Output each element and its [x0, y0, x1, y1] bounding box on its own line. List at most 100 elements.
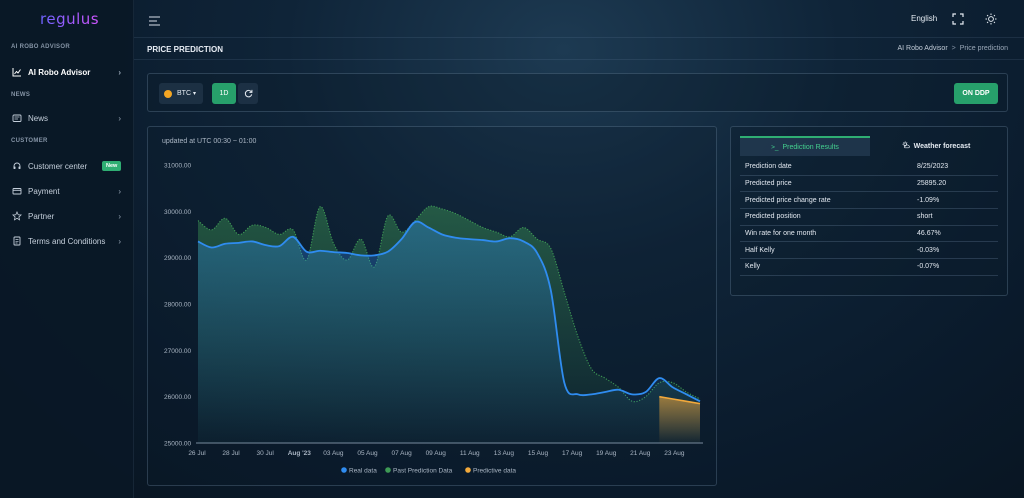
x-tick-label: 07 Aug — [391, 450, 412, 457]
y-tick-label: 28000.00 — [164, 302, 191, 309]
table-row: Win rate for one month 46.67% — [740, 226, 998, 243]
terminal-icon: >_ — [771, 143, 779, 151]
chevron-right-icon: › — [118, 211, 121, 221]
sidebar-item-customer-center[interactable]: Customer center New — [0, 156, 133, 176]
section-label-ai: AI ROBO ADVISOR — [11, 44, 70, 50]
updated-time-label: updated at UTC 00:30 ~ 01:00 — [162, 138, 257, 145]
top-bar: English — [134, 0, 1024, 38]
x-tick-label: 23 Aug — [664, 450, 685, 457]
x-tick-label: 28 Jul — [222, 450, 240, 457]
predictive-data-line — [659, 395, 701, 405]
y-tick-label: 26000.00 — [164, 394, 191, 401]
x-tick-label: 11 Aug — [460, 450, 480, 457]
sidebar-item-label: News — [28, 113, 49, 123]
legend-label: Past Prediction Data — [393, 468, 453, 475]
chevron-down-icon: ▾ — [193, 91, 197, 97]
row-value: short — [917, 213, 933, 221]
price-chart[interactable]: 31000.00 30000.00 29000.00 28000.00 27000.00… — [148, 127, 718, 487]
row-value: -0.07% — [917, 263, 940, 271]
chevron-right-icon: › — [118, 236, 121, 246]
theme-toggle-sun-icon[interactable] — [985, 12, 997, 25]
table-row: Predicted position short — [740, 209, 998, 226]
row-value: -1.09% — [917, 196, 940, 204]
legend-label: Real data — [349, 468, 377, 475]
row-value: 8/25/2023 — [917, 163, 949, 171]
sidebar-item-label: Terms and Conditions — [28, 236, 106, 246]
sidebar-item-label: Customer center — [28, 161, 88, 171]
real-data-line — [197, 220, 701, 403]
app-logo[interactable]: regulus — [40, 10, 100, 28]
tab-prediction-results[interactable]: >_ Prediction Results — [740, 136, 870, 156]
breadcrumb: AI Robo Advisor > Price prediction — [897, 45, 1008, 52]
refresh-icon — [244, 89, 252, 98]
card-icon — [12, 186, 22, 196]
tab-weather-forecast[interactable]: Weather forecast — [871, 136, 1001, 156]
breadcrumb-link[interactable]: AI Robo Advisor — [897, 45, 948, 52]
predictive-data-area — [659, 396, 700, 443]
newspaper-icon — [12, 113, 22, 123]
row-value: 25895.20 — [917, 180, 947, 188]
language-selector[interactable]: English — [911, 14, 938, 23]
row-key: Predicted price change rate — [745, 196, 831, 204]
x-tick-label: 26 Jul — [188, 450, 206, 457]
x-tick-label: 19 Aug — [596, 450, 617, 457]
sidebar-item-partner[interactable]: Partner › — [0, 206, 133, 226]
past-prediction-line — [197, 205, 701, 403]
x-tick-label: 09 Aug — [426, 450, 447, 457]
real-data-area — [198, 221, 700, 443]
sidebar: regulus AI ROBO ADVISOR AI Robo Advisor … — [0, 0, 134, 498]
sidebar-item-label: Payment — [28, 186, 60, 196]
x-tick-label: 21 Aug — [630, 450, 651, 457]
table-row: Predicted price 25895.20 — [740, 176, 998, 193]
menu-icon[interactable] — [149, 13, 161, 26]
legend-label: Predictive data — [473, 468, 516, 475]
bitcoin-icon — [164, 89, 172, 98]
x-tick-label: 30 Jul — [257, 450, 275, 457]
document-icon — [12, 236, 22, 246]
row-key: Half Kelly — [745, 246, 775, 254]
sidebar-item-terms[interactable]: Terms and Conditions › — [0, 231, 133, 251]
coin-select[interactable]: BTC ▾ — [159, 83, 203, 104]
y-tick-label: 30000.00 — [164, 209, 191, 216]
tab-label: Weather forecast — [913, 142, 971, 150]
weather-icon — [902, 141, 910, 151]
legend-marker — [465, 467, 471, 473]
interval-1d-button[interactable]: 1D — [212, 83, 236, 104]
prediction-controls: BTC ▾ 1D ON DDP — [147, 73, 1008, 112]
legend-marker — [385, 467, 391, 473]
chevron-right-icon: › — [118, 113, 121, 123]
page-title-bar: PRICE PREDICTION AI Robo Advisor > Price p… — [134, 38, 1024, 60]
sidebar-item-ai-robo-advisor[interactable]: AI Robo Advisor › — [0, 62, 133, 82]
y-tick-label: 25000.00 — [164, 441, 191, 448]
x-tick-label: 03 Aug — [323, 450, 344, 457]
prediction-results-card: >_ Prediction Results Weather forecast P… — [730, 126, 1008, 296]
prediction-results-table: Prediction date 8/25/2023 Predicted price… — [740, 159, 998, 276]
x-tick-label: 05 Aug — [357, 450, 378, 457]
sidebar-item-news[interactable]: News › — [0, 108, 133, 128]
table-row: Half Kelly -0.03% — [740, 242, 998, 260]
chevron-right-icon: › — [118, 186, 121, 196]
table-row: Prediction date 8/25/2023 — [740, 159, 998, 176]
sidebar-item-label: AI Robo Advisor — [28, 67, 91, 77]
chevron-right-icon: › — [118, 67, 121, 77]
x-tick-label: 13 Aug — [494, 450, 515, 457]
row-key: Predicted price — [745, 180, 792, 188]
x-tick-label: 17 Aug — [562, 450, 583, 457]
y-tick-label: 29000.00 — [164, 255, 191, 262]
fullscreen-icon[interactable] — [952, 12, 964, 25]
refresh-button[interactable] — [238, 83, 258, 104]
row-value: -0.03% — [917, 246, 940, 254]
page-title: PRICE PREDICTION — [147, 45, 224, 54]
breadcrumb-current: Price prediction — [959, 45, 1008, 52]
row-key: Predicted position — [745, 213, 801, 221]
sidebar-item-payment[interactable]: Payment › — [0, 181, 133, 201]
sidebar-item-label: Partner — [28, 211, 55, 221]
x-tick-label: Aug '23 — [288, 450, 312, 457]
legend-marker — [341, 467, 347, 473]
on-ddp-button[interactable]: ON DDP — [954, 83, 998, 104]
new-badge: New — [102, 161, 122, 171]
table-row: Kelly -0.07% — [740, 259, 998, 276]
chart-line-icon — [12, 67, 22, 77]
table-row: Predicted price change rate -1.09% — [740, 192, 998, 210]
breadcrumb-separator: > — [951, 45, 956, 52]
